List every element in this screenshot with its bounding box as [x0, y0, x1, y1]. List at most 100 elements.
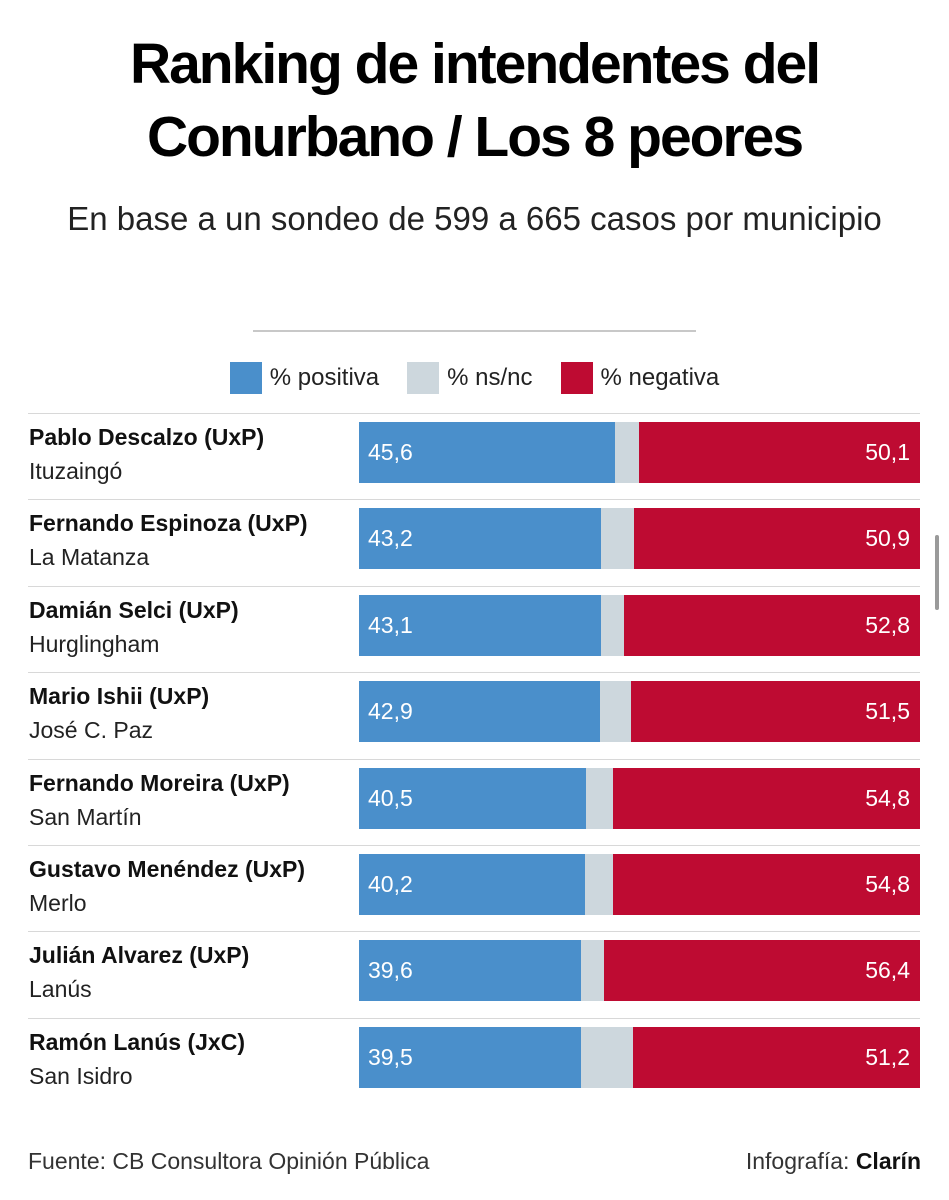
row-divider [28, 758, 920, 760]
row-divider [28, 931, 920, 933]
bar-segment-nsnc [614, 422, 639, 483]
bar-segment-nsnc [581, 940, 604, 1002]
mayor-name: Pablo Descalzo (UxP) [29, 424, 265, 450]
chart-row: Ramón Lanús (JxC) San Isidro 39,5 51,2 [0, 1017, 949, 1105]
bar-segment-negative: 51,2 [632, 1026, 920, 1088]
chart-title: Ranking de intendentes del Conurbano / L… [0, 28, 949, 174]
mayor-name: Damián Selci (UxP) [29, 596, 239, 623]
bar-segment-positive: 39,5 [359, 1026, 581, 1088]
row-divider [28, 1017, 920, 1019]
stacked-bar: 43,2 50,9 [359, 508, 920, 570]
value-label-negative: 52,8 [865, 611, 910, 638]
value-label-negative: 50,1 [865, 439, 910, 465]
municipio-name: Merlo [29, 890, 87, 916]
divider [253, 330, 696, 332]
stacked-bar: 39,5 51,2 [359, 1026, 920, 1088]
municipio-name: José C. Paz [29, 717, 153, 744]
bar-segment-nsnc [580, 1026, 633, 1088]
bar-segment-nsnc [599, 681, 632, 743]
value-label-negative: 51,5 [865, 698, 910, 725]
mayor-name: Gustavo Menéndez (UxP) [29, 856, 306, 882]
legend-label-nsnc: % ns/nc [447, 364, 533, 391]
scrollbar-thumb[interactable] [935, 535, 939, 610]
stacked-bar: 39,6 56,4 [359, 940, 920, 1002]
municipio-name: Lanús [29, 976, 92, 1003]
row-divider [28, 413, 920, 414]
mayor-name: Mario Ishii (UxP) [29, 683, 210, 710]
value-label-negative: 56,4 [865, 957, 910, 984]
value-label-positive: 39,6 [368, 957, 413, 984]
bar-segment-positive: 42,9 [359, 681, 600, 743]
bar-segment-negative: 50,1 [638, 422, 920, 483]
value-label-positive: 42,9 [368, 698, 413, 725]
legend-item-positive: % positiva [229, 362, 380, 394]
bar-segment-nsnc [584, 854, 613, 915]
chart-row: Pablo Descalzo (UxP) Ituzaingó 45,6 50,1 [0, 413, 949, 500]
bar-segment-negative: 54,8 [612, 767, 920, 829]
value-label-positive: 40,2 [368, 871, 413, 897]
value-label-positive: 45,6 [368, 439, 413, 465]
legend-swatch-nsnc [407, 362, 440, 394]
stacked-bar: 42,9 51,5 [359, 681, 920, 743]
stacked-bar: 43,1 52,8 [359, 594, 920, 656]
bar-segment-negative: 50,9 [634, 508, 920, 570]
bar-segment-nsnc [586, 767, 613, 829]
value-label-negative: 54,8 [865, 784, 910, 811]
chart-row: Gustavo Menéndez (UxP) Merlo 40,2 54,8 [0, 845, 949, 932]
value-label-negative: 54,8 [865, 871, 910, 897]
municipio-name: La Matanza [29, 544, 150, 571]
bar-segment-positive: 43,2 [359, 508, 602, 570]
chart-row: Mario Ishii (UxP) José C. Paz 42,9 51,5 [0, 672, 949, 759]
credit: Infografía: Clarín [746, 1148, 921, 1175]
legend-label-positive: % positiva [269, 364, 380, 391]
row-divider [28, 585, 920, 587]
credit-prefix: Infografía: [745, 1148, 850, 1174]
bar-segment-positive: 40,5 [359, 767, 587, 829]
bar-segment-negative: 56,4 [603, 940, 920, 1002]
municipio-name: San Martín [29, 803, 142, 830]
stacked-bar: 40,2 54,8 [359, 854, 920, 915]
bar-segment-negative: 51,5 [631, 681, 920, 743]
value-label-negative: 50,9 [865, 525, 910, 552]
stacked-bar: 40,5 54,8 [359, 767, 920, 829]
legend: % positiva % ns/nc % negativa [0, 362, 949, 394]
chart-row: Damián Selci (UxP) Hurglingham 43,1 52,8 [0, 585, 949, 673]
title-line-1: Ranking de intendentes del [129, 32, 821, 96]
municipio-name: Ituzaingó [29, 458, 123, 484]
row-divider [28, 672, 920, 674]
row-divider [28, 499, 920, 501]
bar-segment-nsnc [600, 594, 624, 656]
chart-row: Julián Alvarez (UxP) Lanús 39,6 56,4 [0, 931, 949, 1018]
source-note: Fuente: CB Consultora Opinión Pública [28, 1148, 430, 1174]
mayor-name: Ramón Lanús (JxC) [29, 1028, 245, 1055]
value-label-positive: 39,5 [368, 1043, 413, 1070]
bar-segment-positive: 43,1 [359, 594, 601, 656]
bar-segment-negative: 54,8 [612, 854, 920, 915]
legend-item-nsnc: % ns/nc [407, 362, 533, 394]
value-label-negative: 51,2 [865, 1043, 910, 1070]
legend-swatch-negative [560, 362, 593, 394]
municipio-name: San Isidro [29, 1062, 133, 1089]
value-label-positive: 43,1 [368, 611, 413, 638]
chart-subtitle: En base a un sondeo de 599 a 665 casos p… [67, 200, 882, 237]
bar-segment-positive: 45,6 [359, 422, 615, 483]
bar-segment-nsnc [601, 508, 635, 570]
mayor-name: Julián Alvarez (UxP) [29, 942, 250, 969]
mayor-name: Fernando Moreira (UxP) [29, 769, 290, 796]
row-divider [28, 845, 920, 846]
bar-segment-positive: 40,2 [359, 854, 585, 915]
legend-item-negative: % negativa [560, 362, 720, 394]
credit-brand: Clarín [855, 1148, 921, 1174]
municipio-name: Hurglingham [29, 630, 160, 657]
title-line-2: Conurbano / Los 8 peores [146, 105, 804, 169]
chart-row: Fernando Espinoza (UxP) La Matanza 43,2 50,… [0, 499, 949, 586]
bar-segment-negative: 52,8 [623, 594, 920, 656]
legend-swatch-positive [229, 362, 262, 394]
mayor-name: Fernando Espinoza (UxP) [29, 510, 308, 537]
stacked-bar: 45,6 50,1 [359, 422, 920, 483]
chart-row: Fernando Moreira (UxP) San Martín 40,5 54,8 [0, 758, 949, 846]
legend-label-negative: % negativa [600, 364, 720, 391]
bar-segment-positive: 39,6 [359, 940, 582, 1002]
value-label-positive: 40,5 [368, 784, 413, 811]
value-label-positive: 43,2 [368, 525, 413, 552]
